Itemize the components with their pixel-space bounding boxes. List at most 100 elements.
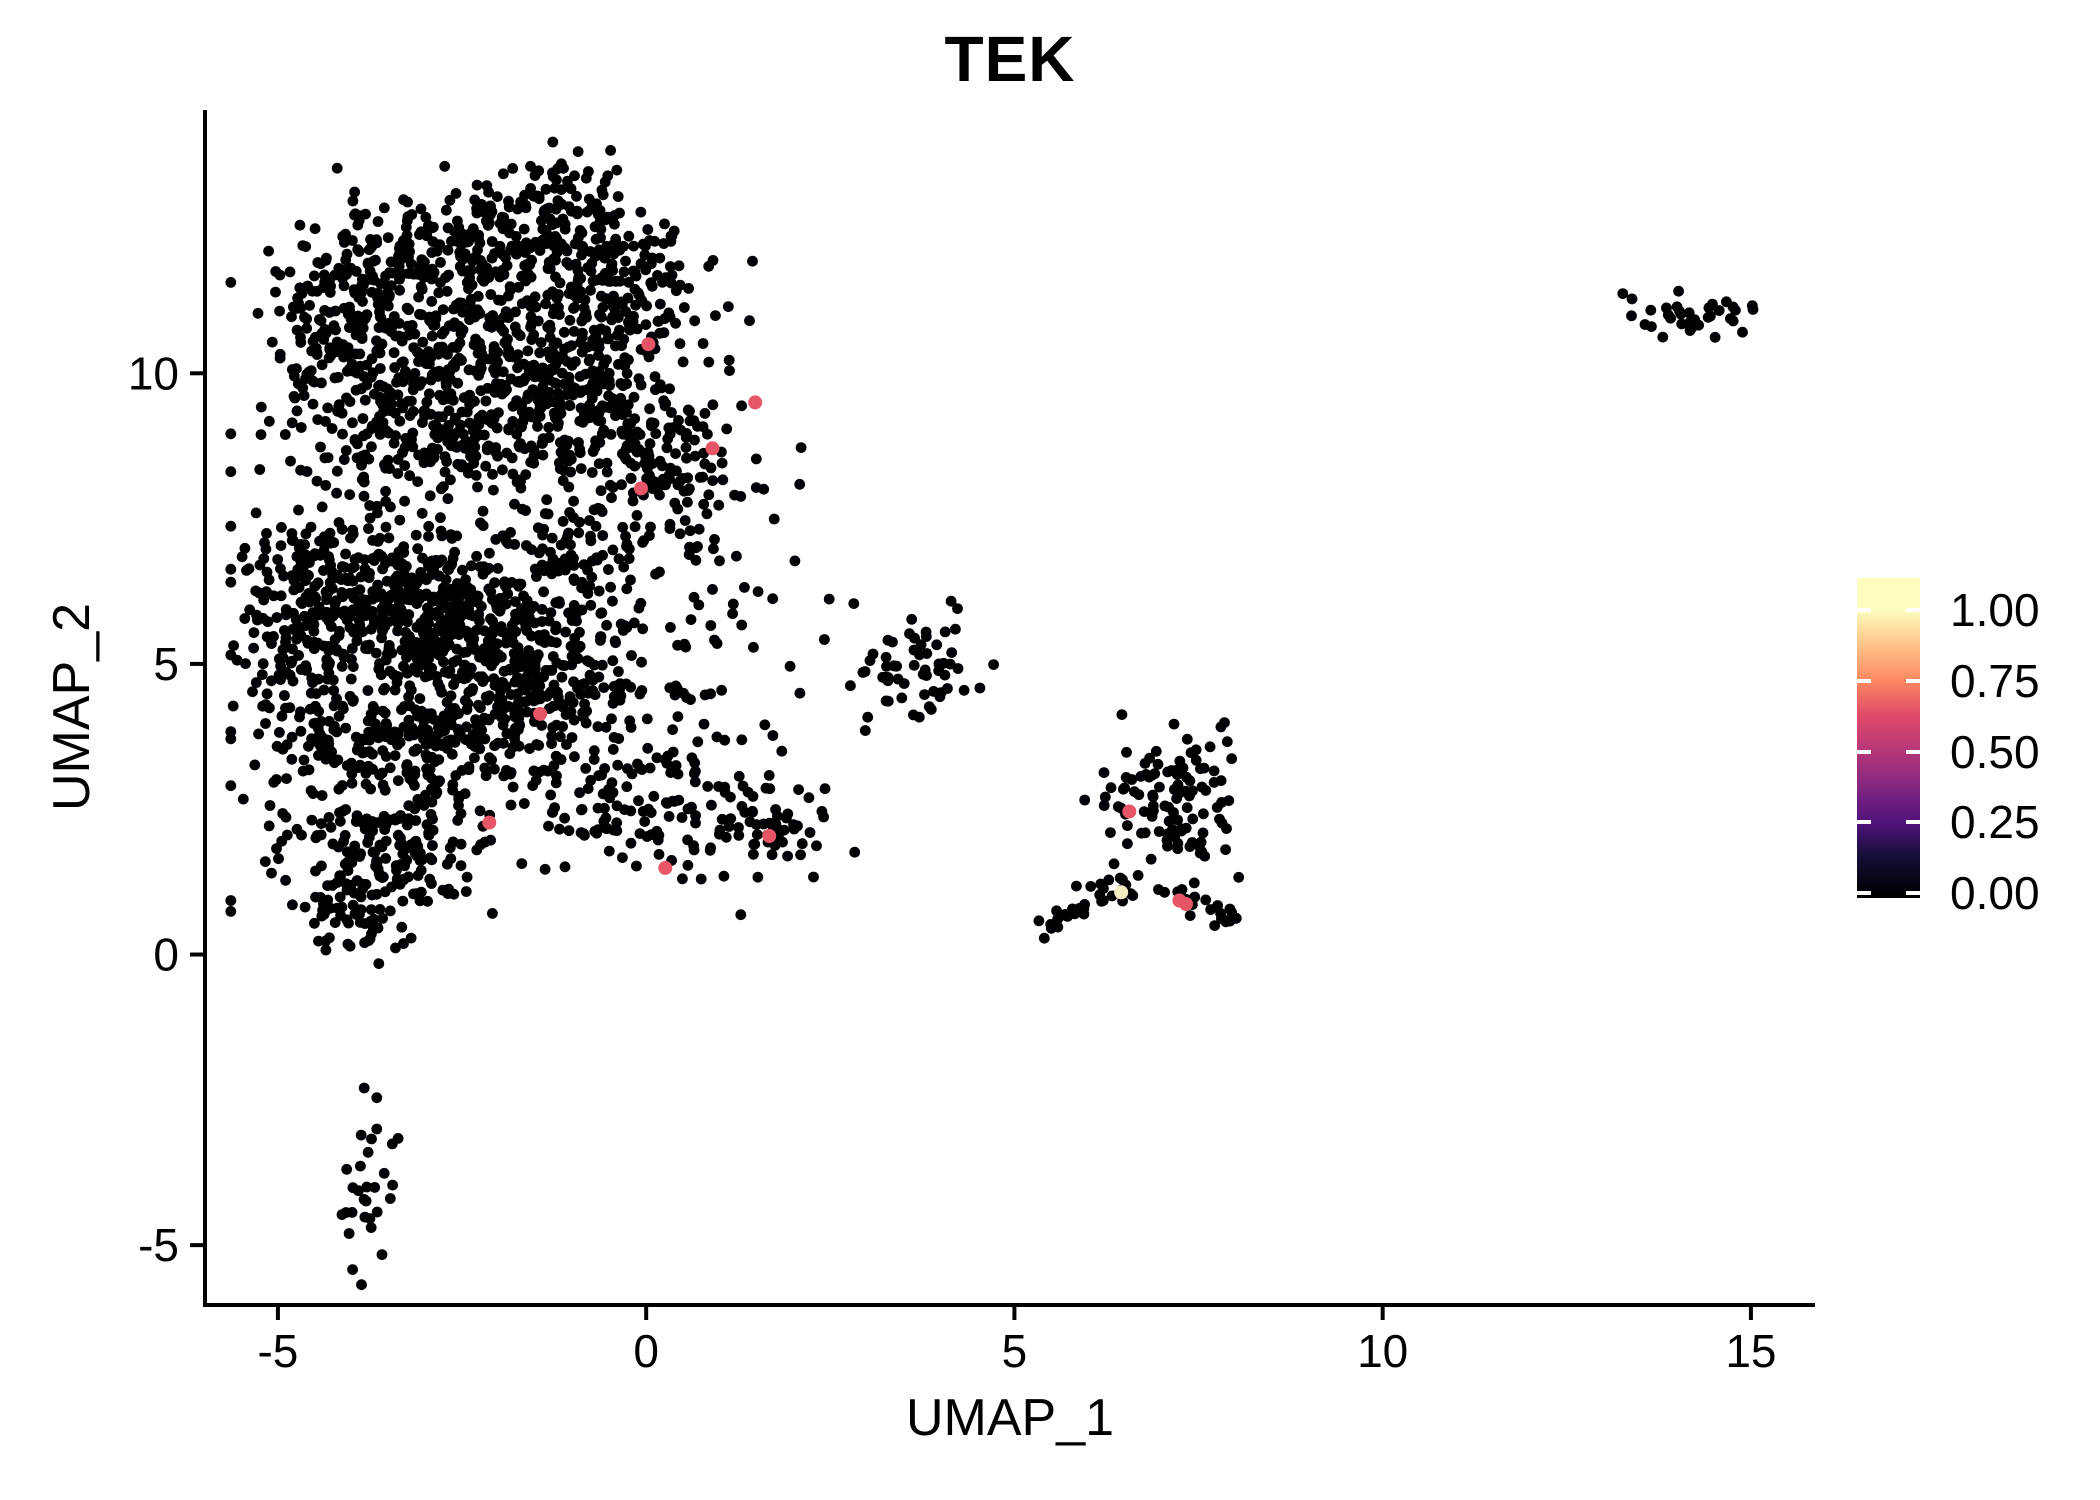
data-point <box>673 260 685 272</box>
data-point <box>397 848 409 860</box>
data-point <box>566 659 578 671</box>
data-point <box>575 463 587 474</box>
data-point <box>560 535 571 547</box>
data-point <box>599 247 610 259</box>
data-point <box>559 861 571 873</box>
data-point <box>341 884 353 896</box>
data-point <box>729 489 740 501</box>
data-point <box>462 586 474 598</box>
data-point <box>670 285 682 297</box>
data-point <box>505 799 517 811</box>
data-point <box>471 844 483 856</box>
data-point <box>445 474 456 486</box>
data-point <box>225 895 237 906</box>
data-point <box>533 165 545 177</box>
data-point <box>296 829 307 841</box>
data-point <box>443 883 455 895</box>
data-point <box>615 296 627 308</box>
data-point <box>614 324 625 336</box>
data-point <box>727 598 739 610</box>
data-point <box>550 777 562 789</box>
data-point <box>313 935 324 947</box>
data-point <box>381 575 393 587</box>
data-point <box>533 191 545 202</box>
data-point <box>379 682 391 694</box>
data-point <box>636 656 647 668</box>
data-point <box>344 396 356 407</box>
data-point <box>1116 709 1128 720</box>
data-point <box>284 266 296 278</box>
data-point <box>666 230 678 242</box>
data-point <box>225 576 237 588</box>
data-point <box>409 780 420 791</box>
data-point <box>661 442 673 454</box>
data-point <box>654 252 666 264</box>
data-point <box>609 218 620 230</box>
data-point <box>336 780 348 791</box>
data-point <box>421 396 433 408</box>
data-point <box>356 459 367 471</box>
data-point <box>295 706 306 718</box>
data-point <box>385 387 396 398</box>
data-point <box>1709 331 1721 343</box>
data-point <box>498 665 510 677</box>
data-point <box>295 539 307 550</box>
data-point <box>796 838 808 850</box>
data-point <box>362 765 374 776</box>
data-point <box>688 768 700 779</box>
data-point <box>682 859 694 871</box>
data-point <box>397 402 409 414</box>
data-point <box>654 455 666 467</box>
data-point <box>405 258 417 270</box>
data-point <box>435 512 446 524</box>
data-point <box>602 333 614 345</box>
data-point <box>412 870 424 881</box>
data-point <box>378 202 390 214</box>
data-point <box>603 564 614 575</box>
data-point <box>310 331 321 343</box>
data-point <box>644 438 656 450</box>
data-point <box>1200 894 1212 906</box>
data-point <box>376 1249 388 1260</box>
data-point <box>377 913 388 924</box>
data-point <box>664 518 676 530</box>
data-point <box>573 272 584 284</box>
data-point <box>505 689 517 700</box>
data-point <box>711 638 723 649</box>
data-point <box>564 259 575 271</box>
data-point <box>1180 822 1192 834</box>
data-point <box>624 313 636 325</box>
data-point <box>1169 831 1181 843</box>
data-point <box>543 387 555 398</box>
data-point <box>454 337 466 349</box>
data-point <box>380 322 392 334</box>
data-point <box>707 475 719 486</box>
data-point <box>613 359 624 370</box>
data-point <box>649 371 661 382</box>
data-point <box>603 845 615 857</box>
data-point <box>485 834 496 846</box>
data-point <box>635 258 647 270</box>
data-point <box>411 743 423 755</box>
data-point <box>583 355 595 367</box>
data-point <box>537 449 549 461</box>
data-point <box>387 267 399 279</box>
data-point <box>328 605 340 617</box>
data-point <box>720 831 732 843</box>
highlighted-data-point <box>641 337 656 352</box>
data-point <box>703 356 715 368</box>
data-point <box>484 752 495 764</box>
data-point <box>598 424 610 436</box>
data-point <box>545 607 557 618</box>
data-point <box>371 888 383 900</box>
highlighted-data-point <box>658 860 673 875</box>
data-point <box>558 465 570 476</box>
data-point <box>789 555 801 567</box>
data-point <box>284 702 296 714</box>
data-point <box>506 619 518 631</box>
data-point <box>371 335 382 347</box>
data-point <box>288 575 300 586</box>
data-point <box>316 790 328 801</box>
data-point <box>451 643 463 655</box>
data-point <box>341 760 353 771</box>
